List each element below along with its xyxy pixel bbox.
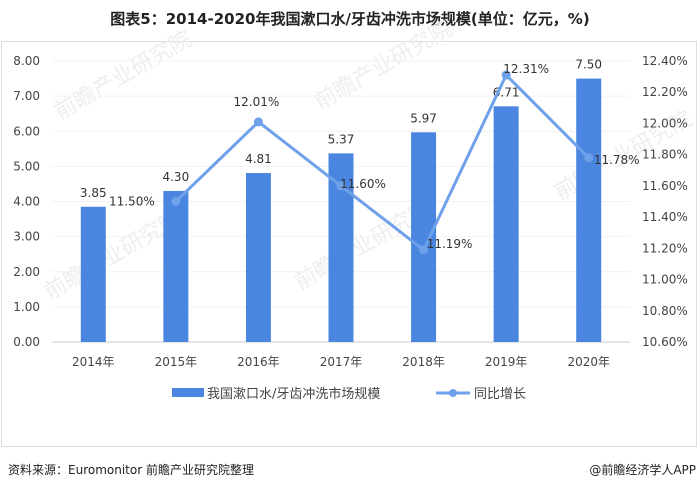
growth-point xyxy=(171,197,181,206)
bar xyxy=(411,132,437,342)
x-axis-tick: 2014年 xyxy=(72,355,115,369)
left-axis-tick: 3.00 xyxy=(13,230,40,244)
chart-title: 图表5：2014-2020年我国漱口水/牙齿冲洗市场规模(单位：亿元，%) xyxy=(110,10,590,28)
line-data-label: 12.01% xyxy=(234,95,280,109)
right-axis-tick: 11.00% xyxy=(642,273,688,287)
legend-line-marker xyxy=(449,389,457,397)
x-axis-tick: 2020年 xyxy=(567,355,610,369)
line-data-label: 11.50% xyxy=(109,195,155,209)
left-axis-tick: 8.00 xyxy=(13,54,40,68)
credit-note: @前瞻经济学人APP xyxy=(589,463,696,477)
watermark-text: 前瞻产业研究院 xyxy=(51,27,197,126)
growth-point xyxy=(336,181,346,191)
source-note: 资料来源：Euromonitor 前瞻产业研究院整理 xyxy=(8,463,254,477)
right-axis-tick: 10.60% xyxy=(642,335,688,349)
left-axis-tick: 0.00 xyxy=(13,335,40,349)
x-axis-tick: 2016年 xyxy=(237,355,280,369)
left-axis-tick: 1.00 xyxy=(13,300,40,314)
growth-point xyxy=(501,70,511,80)
x-axis-tick: 2017年 xyxy=(320,355,363,369)
left-axis-tick: 5.00 xyxy=(13,159,40,173)
legend-bar-label: 我国漱口水/牙齿冲洗市场规模 xyxy=(207,386,380,402)
line-data-label: 12.31% xyxy=(503,62,549,76)
chart-frame xyxy=(1,41,697,447)
growth-point xyxy=(419,245,429,255)
bar-data-label: 5.37 xyxy=(328,132,355,146)
legend-line-label: 同比增长 xyxy=(474,387,526,402)
growth-point xyxy=(253,117,263,127)
left-axis-tick: 2.00 xyxy=(13,265,40,279)
right-axis-tick: 12.40% xyxy=(642,54,688,68)
bar-data-label: 4.81 xyxy=(245,152,272,166)
bar xyxy=(80,206,106,342)
bar xyxy=(163,190,189,342)
growth-line xyxy=(174,72,590,253)
growth-point xyxy=(584,153,594,163)
right-axis-tick: 12.20% xyxy=(642,85,688,99)
left-axis-tick: 6.00 xyxy=(13,124,40,138)
bar xyxy=(576,78,602,342)
bar xyxy=(245,173,271,342)
left-axis-tick: 4.00 xyxy=(13,195,40,209)
bar-data-label: 7.50 xyxy=(575,58,602,72)
x-axis-tick: 2015年 xyxy=(155,355,198,369)
legend-bar-swatch xyxy=(172,388,204,397)
left-axis-tick: 7.00 xyxy=(13,89,40,103)
x-axis-tick: 2018年 xyxy=(402,355,445,369)
x-axis-tick: 2019年 xyxy=(485,355,528,369)
line-data-label: 11.19% xyxy=(427,237,473,251)
bar-data-label: 3.85 xyxy=(80,186,107,200)
right-axis-tick: 11.60% xyxy=(642,179,688,193)
right-axis-tick: 10.80% xyxy=(642,304,688,318)
watermark-text: 前瞻产业研究院 xyxy=(311,17,457,116)
right-axis-tick: 11.80% xyxy=(642,148,688,162)
bar xyxy=(493,106,519,342)
bar-data-label: 4.30 xyxy=(162,170,189,184)
right-axis-tick: 11.20% xyxy=(642,241,688,255)
right-axis-tick: 12.00% xyxy=(642,116,688,130)
line-data-label: 11.60% xyxy=(340,177,386,191)
right-axis-tick: 11.40% xyxy=(642,210,688,224)
line-data-label: 11.78% xyxy=(594,153,640,167)
bar-data-label: 5.97 xyxy=(410,111,437,125)
